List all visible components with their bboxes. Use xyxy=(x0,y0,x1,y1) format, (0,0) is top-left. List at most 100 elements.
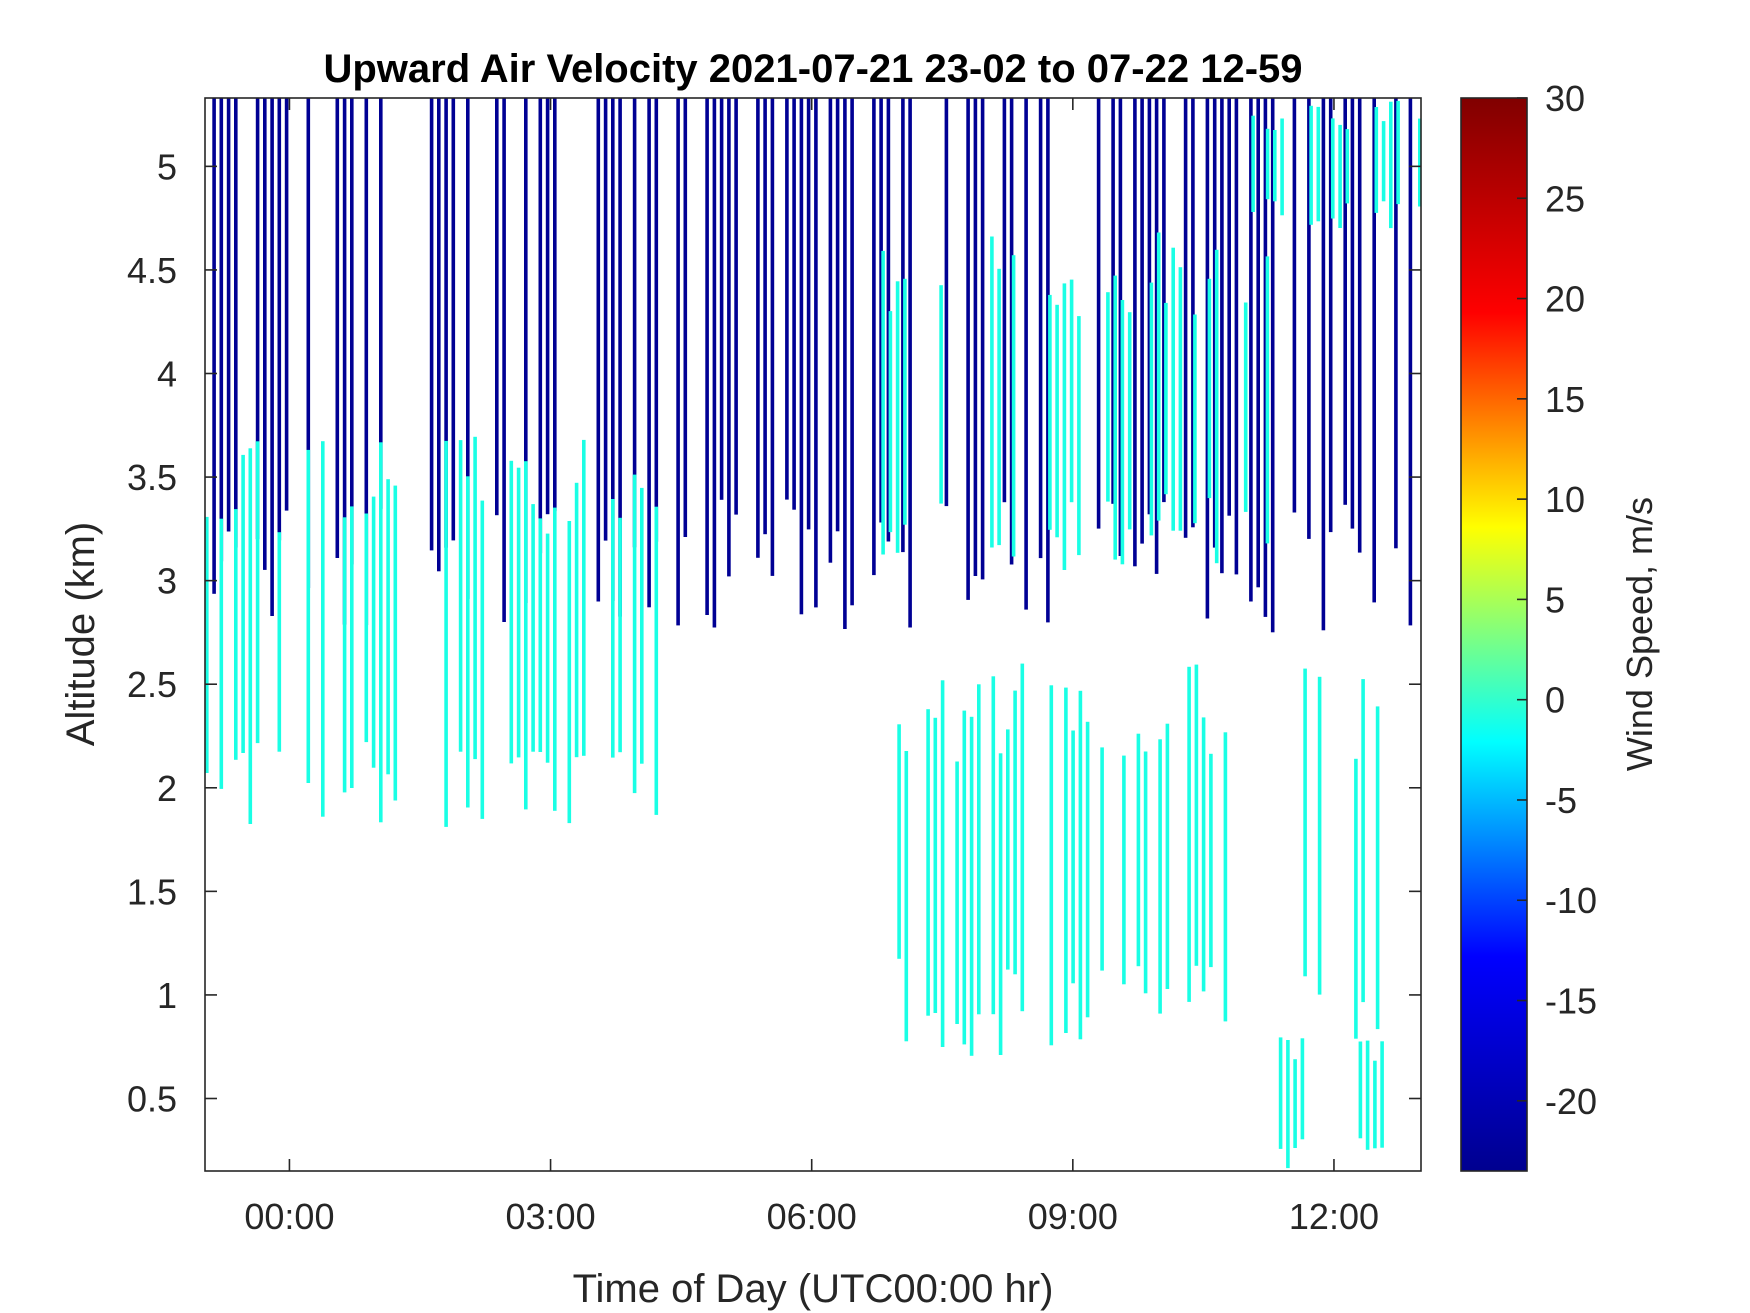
heat-cell xyxy=(538,98,543,554)
heat-cell xyxy=(524,461,528,810)
heat-cell xyxy=(255,441,260,744)
heat-cell xyxy=(1251,115,1255,212)
x-tick-label: 06:00 xyxy=(767,1196,857,1237)
heat-cell xyxy=(1396,100,1400,205)
heat-cell xyxy=(1156,232,1161,521)
heat-cell xyxy=(1183,98,1188,538)
heat-cell xyxy=(350,506,354,788)
heat-cell xyxy=(342,517,347,793)
heat-cell xyxy=(939,285,943,504)
heat-cell xyxy=(1133,98,1137,567)
heat-cell xyxy=(640,487,644,764)
chart-title: Upward Air Velocity 2021-07-21 23-02 to … xyxy=(323,47,1302,91)
heat-cell xyxy=(524,98,528,603)
heat-cell xyxy=(371,496,376,768)
heat-cell xyxy=(306,449,311,783)
heat-cell xyxy=(998,753,1003,1055)
heat-cell xyxy=(886,98,891,542)
heat-cell xyxy=(1106,292,1110,502)
heat-cell xyxy=(567,521,572,824)
heat-cell xyxy=(364,513,369,743)
heat-cell xyxy=(940,680,945,1047)
y-axis-label: Altitude (km) xyxy=(59,522,103,747)
heat-cell xyxy=(850,98,854,606)
heat-cell xyxy=(1158,739,1162,1014)
heat-cell xyxy=(241,454,245,753)
heat-region xyxy=(205,436,659,827)
heat-cell xyxy=(495,98,499,516)
heat-cell xyxy=(364,98,369,626)
heat-cell xyxy=(466,476,470,808)
heat-cell xyxy=(1365,1040,1370,1150)
heat-cell xyxy=(1085,721,1090,1018)
heat-cell xyxy=(1321,98,1326,631)
heat-cell xyxy=(977,684,981,1015)
heat-cell xyxy=(1062,283,1067,570)
y-tick-label: 1 xyxy=(157,975,177,1016)
heat-cell xyxy=(1278,1037,1283,1149)
y-tick-label: 0.5 xyxy=(127,1079,177,1120)
heat-cell xyxy=(763,98,767,535)
heat-cell xyxy=(350,98,354,565)
heat-cell xyxy=(393,485,398,801)
heat-cell xyxy=(205,516,209,773)
heat-cell xyxy=(1009,98,1014,565)
x-tick-label: 00:00 xyxy=(244,1196,334,1237)
axis-ticks: 00:00 03:00 06:00 09:00 12:00 0.5 1 1.5 2 2.5 3 3.5… xyxy=(127,98,1421,1237)
heat-cell xyxy=(502,98,506,622)
heat-cell xyxy=(654,506,659,815)
heat-cell xyxy=(255,98,260,540)
heat-cell xyxy=(1118,98,1123,556)
heat-cell xyxy=(1375,706,1380,1030)
heat-cell xyxy=(618,98,622,617)
heat-cell xyxy=(1011,255,1016,557)
heat-cell xyxy=(1273,130,1277,202)
heat-cell xyxy=(1223,732,1228,1022)
heat-cell xyxy=(1077,316,1081,556)
colorbar-tick-label: -10 xyxy=(1545,880,1597,921)
heat-cell xyxy=(429,98,434,551)
heat-cell xyxy=(1389,101,1393,229)
heat-cell xyxy=(1069,279,1074,503)
heat-region xyxy=(1278,1037,1384,1169)
heat-cell xyxy=(1193,314,1197,524)
heat-cell xyxy=(1345,129,1350,204)
heat-cell xyxy=(879,98,883,523)
heat-cell xyxy=(676,98,680,626)
y-tick-label: 1.5 xyxy=(127,871,177,912)
heat-cell xyxy=(379,442,383,823)
y-tick-label: 5 xyxy=(157,146,177,187)
heat-cell xyxy=(944,98,949,507)
heat-cell xyxy=(1343,98,1347,505)
heat-cell xyxy=(1394,98,1398,549)
heat-cell xyxy=(574,482,579,758)
heat-cell xyxy=(1162,98,1166,503)
heat-cell xyxy=(1227,98,1231,516)
heat-cell xyxy=(234,509,238,760)
colorbar-tick-label: 5 xyxy=(1545,579,1565,620)
heat-cell xyxy=(1300,1038,1305,1140)
heat-cell xyxy=(1194,664,1199,966)
heat-cell xyxy=(973,98,978,576)
heat-cell xyxy=(828,98,833,563)
heat-cell xyxy=(1187,666,1191,1002)
heat-cell xyxy=(1361,679,1365,1003)
heat-cell xyxy=(1265,128,1270,200)
heat-cell xyxy=(1127,312,1132,530)
heat-cell xyxy=(611,98,615,601)
heat-cell xyxy=(872,98,876,576)
heat-cell xyxy=(1201,717,1206,992)
heat-cell xyxy=(632,98,637,548)
heat-cell xyxy=(1049,685,1054,1046)
heat-cell xyxy=(980,98,985,580)
heat-cell xyxy=(770,98,775,576)
heat-cell xyxy=(270,98,274,616)
heat-cell xyxy=(1020,663,1025,1012)
heat-cell xyxy=(1243,302,1248,512)
heat-cell xyxy=(756,98,760,558)
heat-region xyxy=(1251,100,1421,229)
heat-cell xyxy=(545,98,550,515)
heat-cell xyxy=(603,98,608,541)
colorbar-tick-label: 20 xyxy=(1545,279,1585,320)
colorbar xyxy=(1460,97,1528,1172)
